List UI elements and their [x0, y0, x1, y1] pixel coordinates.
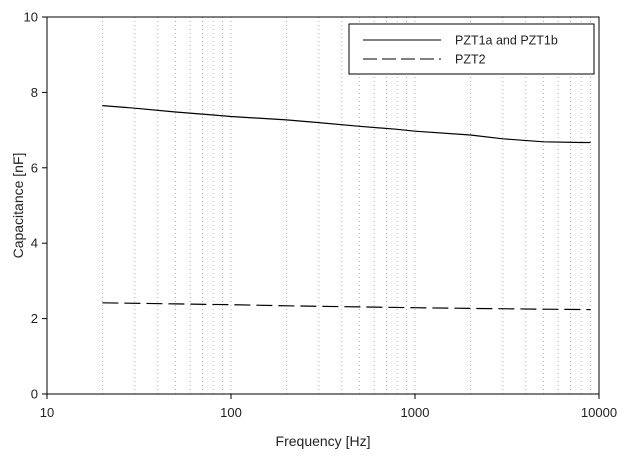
x-axis-title: Frequency [Hz]: [276, 433, 371, 449]
plot-area-frame: [46, 16, 600, 395]
legend-label-pzt1: PZT1a and PZT1b: [455, 34, 558, 48]
legend-box: [348, 23, 595, 75]
axis-ticks: 10 100 1000 10000 0 2 4 6 8 10: [24, 10, 618, 421]
y-tick-label: 2: [31, 311, 38, 326]
y-tick-label: 6: [31, 160, 38, 175]
y-tick-label: 10: [24, 10, 38, 25]
y-tick-label: 4: [31, 236, 38, 251]
legend: PZT1a and PZT1b PZT2: [348, 23, 595, 75]
x-tick-label: 100: [220, 405, 242, 420]
legend-label-pzt2: PZT2: [455, 53, 486, 67]
x-tick-label: 1000: [401, 405, 430, 420]
y-tick-label: 0: [31, 387, 38, 402]
series-line-pzt1: [102, 105, 591, 144]
series-line-pzt2: [102, 302, 591, 311]
y-tick-label: 8: [31, 85, 38, 100]
series-lines: [102, 105, 591, 311]
x-tick-label: 10: [40, 405, 54, 420]
y-axis-title: Capacitance [nF]: [10, 153, 26, 259]
x-tick-label: 10000: [581, 405, 617, 420]
grid-lines: [101, 17, 591, 394]
